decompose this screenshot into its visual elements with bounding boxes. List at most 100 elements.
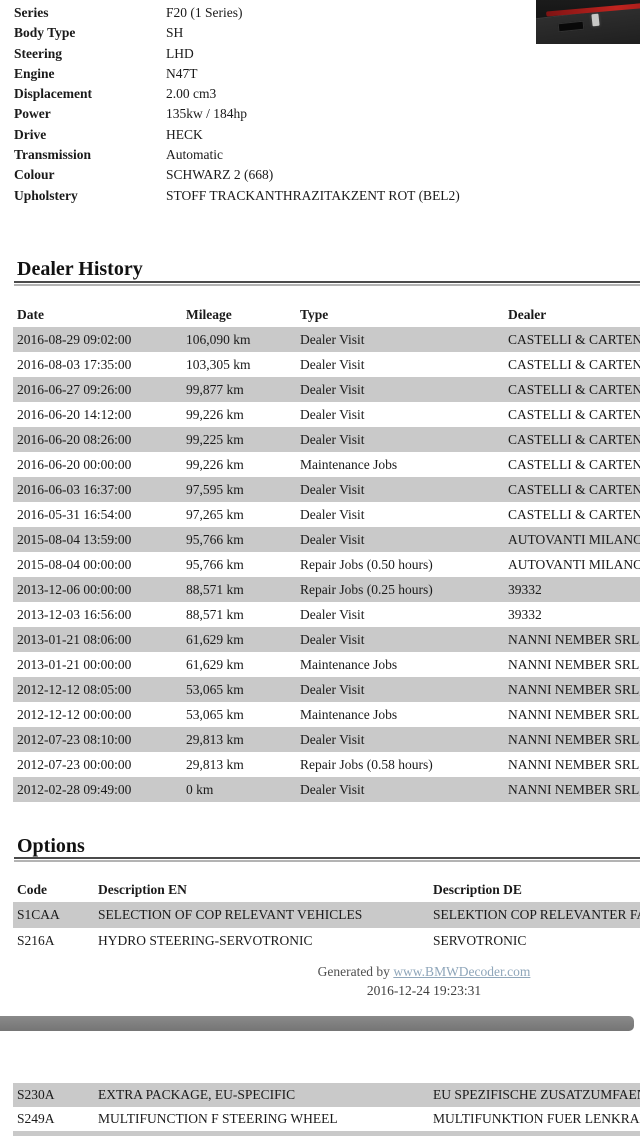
cell-date: 2012-02-28 09:49:00 (17, 782, 132, 797)
cell-dealer: AUTOVANTI MILANO (508, 557, 640, 572)
spec-label: Series (14, 5, 49, 20)
cell-date: 2016-06-20 08:26:00 (17, 432, 132, 447)
cell-description-en: SELECTION OF COP RELEVANT VEHICLES (98, 907, 363, 922)
cell-type: Dealer Visit (300, 432, 365, 447)
spec-row: Engine N47T (0, 64, 640, 84)
table-row: 2015-08-04 00:00:00 95,766 km Repair Job… (13, 552, 640, 577)
options-continued-rows: S230A EXTRA PACKAGE, EU-SPECIFIC EU SPEZ… (0, 1083, 640, 1131)
options-table-continued: S230A EXTRA PACKAGE, EU-SPECIFIC EU SPEZ… (0, 1083, 640, 1131)
cell-date: 2013-12-06 00:00:00 (17, 582, 132, 597)
table-header-row: Code Description EN Description DE (13, 878, 640, 902)
cell-code: S249A (17, 1111, 55, 1126)
table-row: 2012-02-28 09:49:00 0 km Dealer Visit NA… (13, 777, 640, 802)
spec-row: Power 135kw / 184hp (0, 104, 640, 124)
cell-mileage: 61,629 km (186, 657, 244, 672)
column-header-date: Date (17, 307, 44, 322)
cell-mileage: 99,226 km (186, 457, 244, 472)
cell-description-de: SERVOTRONIC (433, 933, 527, 948)
cell-mileage: 53,065 km (186, 707, 244, 722)
options-rows: S1CAA SELECTION OF COP RELEVANT VEHICLES… (0, 902, 640, 954)
spec-row: Displacement 2.00 cm3 (0, 84, 640, 104)
cell-type: Dealer Visit (300, 507, 365, 522)
cell-type: Dealer Visit (300, 607, 365, 622)
generated-by-line: Generated by www.BMWDecoder.com (0, 964, 640, 980)
section-title-dealer-history: Dealer History (17, 258, 143, 280)
cell-dealer: 39332 (508, 607, 542, 622)
dealer-history-table: Date Mileage Type Dealer 2016-08-29 09:0… (0, 302, 640, 802)
column-header-type: Type (300, 307, 329, 322)
options-table: Code Description EN Description DE S1CAA… (0, 878, 640, 954)
bmwdecoder-link[interactable]: www.BMWDecoder.com (393, 964, 531, 979)
table-row: 2016-06-20 00:00:00 99,226 km Maintenanc… (13, 452, 640, 477)
cell-description-de: MULTIFUNKTION FUER LENKRAD (433, 1111, 640, 1126)
cell-date: 2015-08-04 13:59:00 (17, 532, 132, 547)
cell-date: 2013-01-21 00:00:00 (17, 657, 132, 672)
generated-timestamp: 2016-12-24 19:23:31 (366, 983, 482, 998)
car-interior-photo (536, 0, 640, 44)
cell-mileage: 95,766 km (186, 532, 244, 547)
cell-date: 2012-07-23 08:10:00 (17, 732, 132, 747)
cell-dealer: CASTELLI & CARTENI (508, 507, 640, 522)
table-row: 2016-06-03 16:37:00 97,595 km Dealer Vis… (13, 477, 640, 502)
spec-label: Body Type (14, 25, 76, 41)
table-row: S216A HYDRO STEERING-SERVOTRONIC SERVOTR… (13, 928, 640, 954)
cell-mileage: 99,226 km (186, 407, 244, 422)
cell-date: 2016-08-03 17:35:00 (17, 357, 132, 372)
cell-dealer: NANNI NEMBER SRL, (508, 782, 640, 797)
cell-type: Maintenance Jobs (300, 657, 398, 672)
cell-mileage: 97,265 km (186, 507, 244, 522)
cell-dealer: CASTELLI & CARTENI (508, 407, 640, 422)
column-header-mileage: Mileage (186, 307, 232, 322)
cell-mileage: 99,225 km (186, 432, 244, 447)
table-row: 2012-07-23 08:10:00 29,813 km Dealer Vis… (13, 727, 640, 752)
cell-description-en: HYDRO STEERING-SERVOTRONIC (98, 933, 313, 948)
cell-type: Dealer Visit (300, 632, 365, 647)
cell-dealer: NANNI NEMBER SRL, (508, 657, 640, 672)
spec-row: Steering LHD (0, 44, 640, 64)
cell-type: Dealer Visit (300, 407, 365, 422)
cell-description-en: EXTRA PACKAGE, EU-SPECIFIC (98, 1087, 296, 1102)
cell-dealer: AUTOVANTI MILANO (508, 532, 640, 547)
spec-value: Automatic (166, 147, 223, 163)
spec-row: Body Type SH (0, 23, 640, 43)
column-header-description-de: Description DE (433, 882, 522, 897)
cell-description-de: SELEKTION COP RELEVANTER FA (433, 907, 640, 922)
table-row: 2013-01-21 00:00:00 61,629 km Maintenanc… (13, 652, 640, 677)
cell-description-de: EU SPEZIFISCHE ZUSATZUMFAEN (433, 1087, 640, 1102)
cell-mileage: 29,813 km (186, 732, 244, 747)
cell-code: S216A (17, 933, 55, 948)
cell-mileage: 88,571 km (186, 607, 244, 622)
table-row: 2016-05-31 16:54:00 97,265 km Dealer Vis… (13, 502, 640, 527)
cell-type: Dealer Visit (300, 332, 365, 347)
cell-mileage: 103,305 km (186, 357, 251, 372)
table-row: 2015-08-04 13:59:00 95,766 km Dealer Vis… (13, 527, 640, 552)
cell-description-en: MULTIFUNCTION F STEERING WHEEL (98, 1111, 338, 1126)
table-row: S230A EXTRA PACKAGE, EU-SPECIFIC EU SPEZ… (13, 1083, 640, 1107)
spec-label: Displacement (14, 86, 92, 102)
section-divider (14, 857, 640, 859)
spec-value: 2.00 cm3 (166, 86, 217, 102)
table-row: 2013-01-21 08:06:00 61,629 km Dealer Vis… (13, 627, 640, 652)
spec-value: F20 (1 Series) (166, 5, 243, 20)
cell-mileage: 88,571 km (186, 582, 244, 597)
cell-type: Dealer Visit (300, 732, 365, 747)
vehicle-spec-list: Series F20 (1 Series) Body Type SH Steer… (0, 3, 640, 206)
spec-row: Upholstery STOFF TRACKANTHRAZITAKZENT RO… (0, 186, 640, 206)
cell-dealer: 39332 (508, 582, 542, 597)
cell-type: Dealer Visit (300, 782, 365, 797)
table-row: S1CAA SELECTION OF COP RELEVANT VEHICLES… (13, 902, 640, 928)
cell-type: Dealer Visit (300, 482, 365, 497)
spec-label: Upholstery (14, 187, 78, 203)
cell-date: 2012-07-23 00:00:00 (17, 757, 132, 772)
page-footer: Generated by www.BMWDecoder.com 2016-12-… (0, 964, 640, 999)
cell-mileage: 95,766 km (186, 557, 244, 572)
spec-row: Drive HECK (0, 125, 640, 145)
cell-date: 2016-06-03 16:37:00 (17, 482, 132, 497)
column-header-dealer: Dealer (508, 307, 547, 322)
spec-value: N47T (166, 65, 198, 81)
cell-dealer: CASTELLI & CARTENI (508, 482, 640, 497)
spec-value: 135kw / 184hp (166, 106, 247, 122)
cell-type: Maintenance Jobs (300, 457, 398, 472)
